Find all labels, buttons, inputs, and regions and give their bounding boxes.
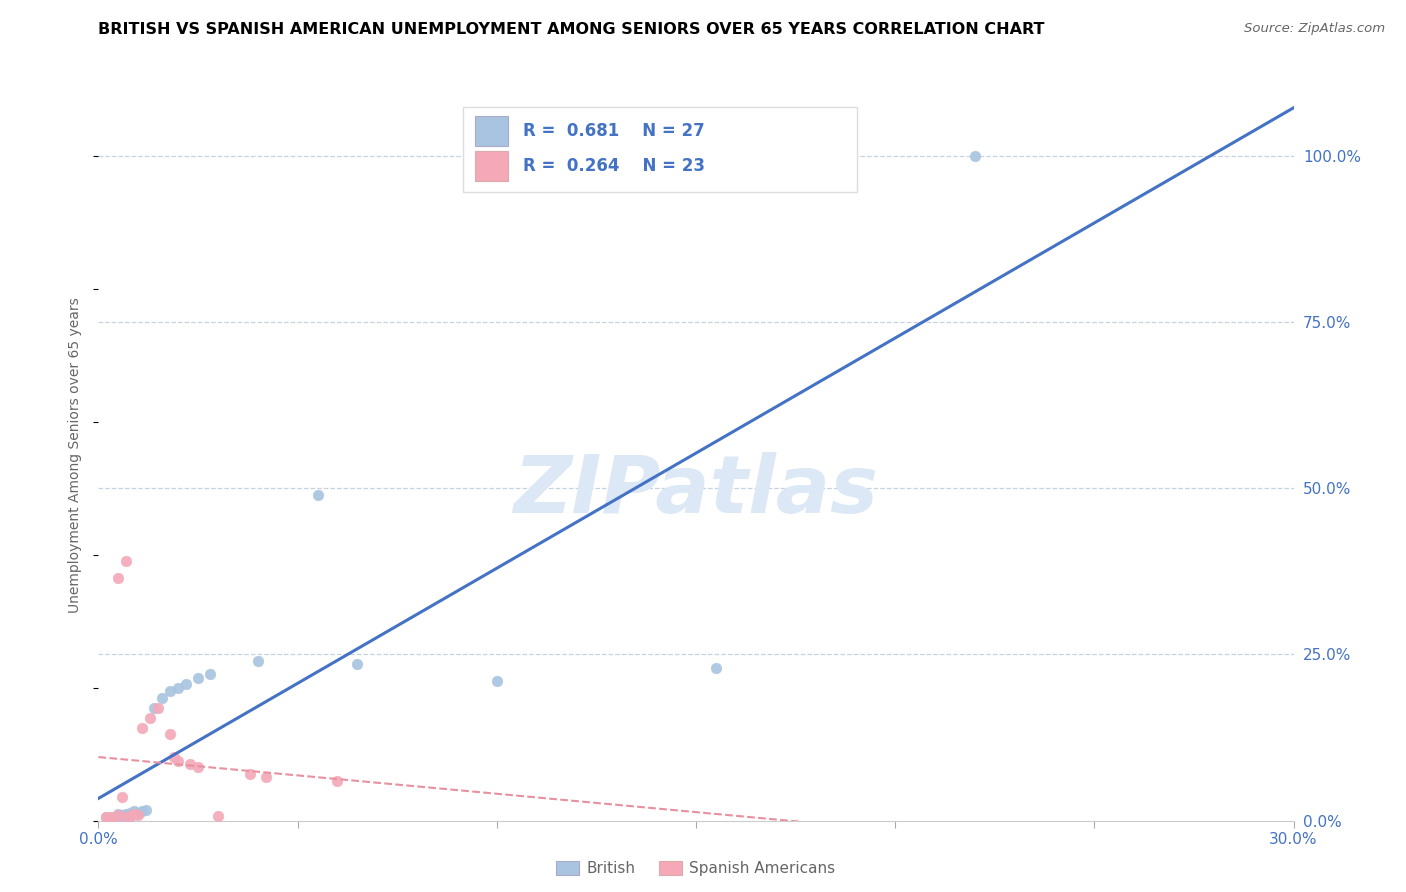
- Point: [207, 809, 229, 823]
- Point: [127, 808, 149, 822]
- Text: ZIPatlas: ZIPatlas: [513, 452, 879, 531]
- Point: [179, 757, 201, 772]
- Point: [346, 657, 368, 672]
- Point: [100, 810, 122, 824]
- Legend: British, Spanish Americans: British, Spanish Americans: [550, 855, 842, 882]
- Point: [107, 571, 129, 585]
- Point: [963, 149, 986, 163]
- Bar: [475, 116, 509, 145]
- Point: [107, 808, 129, 822]
- Point: [174, 677, 197, 691]
- Point: [307, 488, 329, 502]
- Point: [111, 808, 134, 822]
- Point: [100, 810, 122, 824]
- Bar: [475, 152, 509, 180]
- Point: [96, 810, 118, 824]
- Point: [139, 710, 162, 724]
- Point: [115, 554, 138, 568]
- Point: [159, 727, 181, 741]
- Point: [163, 750, 186, 764]
- Point: [124, 807, 146, 822]
- Bar: [463, 108, 858, 192]
- Point: [127, 805, 149, 820]
- Point: [159, 684, 181, 698]
- Point: [131, 804, 153, 818]
- Point: [198, 667, 221, 681]
- Point: [239, 767, 262, 781]
- Point: [103, 811, 125, 825]
- Point: [254, 771, 277, 785]
- Point: [103, 811, 125, 825]
- Point: [124, 805, 146, 819]
- Point: [167, 754, 190, 768]
- Point: [107, 807, 129, 822]
- Point: [167, 681, 190, 695]
- Point: [120, 809, 142, 823]
- Text: Source: ZipAtlas.com: Source: ZipAtlas.com: [1244, 22, 1385, 36]
- Point: [704, 661, 727, 675]
- Point: [96, 810, 118, 824]
- Point: [120, 810, 142, 824]
- Point: [115, 810, 138, 824]
- Point: [148, 700, 170, 714]
- Point: [111, 790, 134, 805]
- Point: [485, 673, 508, 688]
- Text: BRITISH VS SPANISH AMERICAN UNEMPLOYMENT AMONG SENIORS OVER 65 YEARS CORRELATION: BRITISH VS SPANISH AMERICAN UNEMPLOYMENT…: [98, 22, 1045, 37]
- Point: [103, 810, 125, 824]
- Point: [143, 700, 166, 714]
- Y-axis label: Unemployment Among Seniors over 65 years: Unemployment Among Seniors over 65 years: [69, 297, 83, 613]
- Text: R =  0.264    N = 23: R = 0.264 N = 23: [523, 157, 704, 175]
- Point: [120, 805, 142, 820]
- Point: [150, 690, 173, 705]
- Point: [131, 721, 153, 735]
- Text: R =  0.681    N = 27: R = 0.681 N = 27: [523, 122, 704, 140]
- Point: [187, 671, 209, 685]
- Point: [115, 807, 138, 822]
- Point: [187, 760, 209, 774]
- Point: [246, 654, 269, 668]
- Point: [107, 812, 129, 826]
- Point: [326, 773, 349, 788]
- Point: [135, 803, 157, 817]
